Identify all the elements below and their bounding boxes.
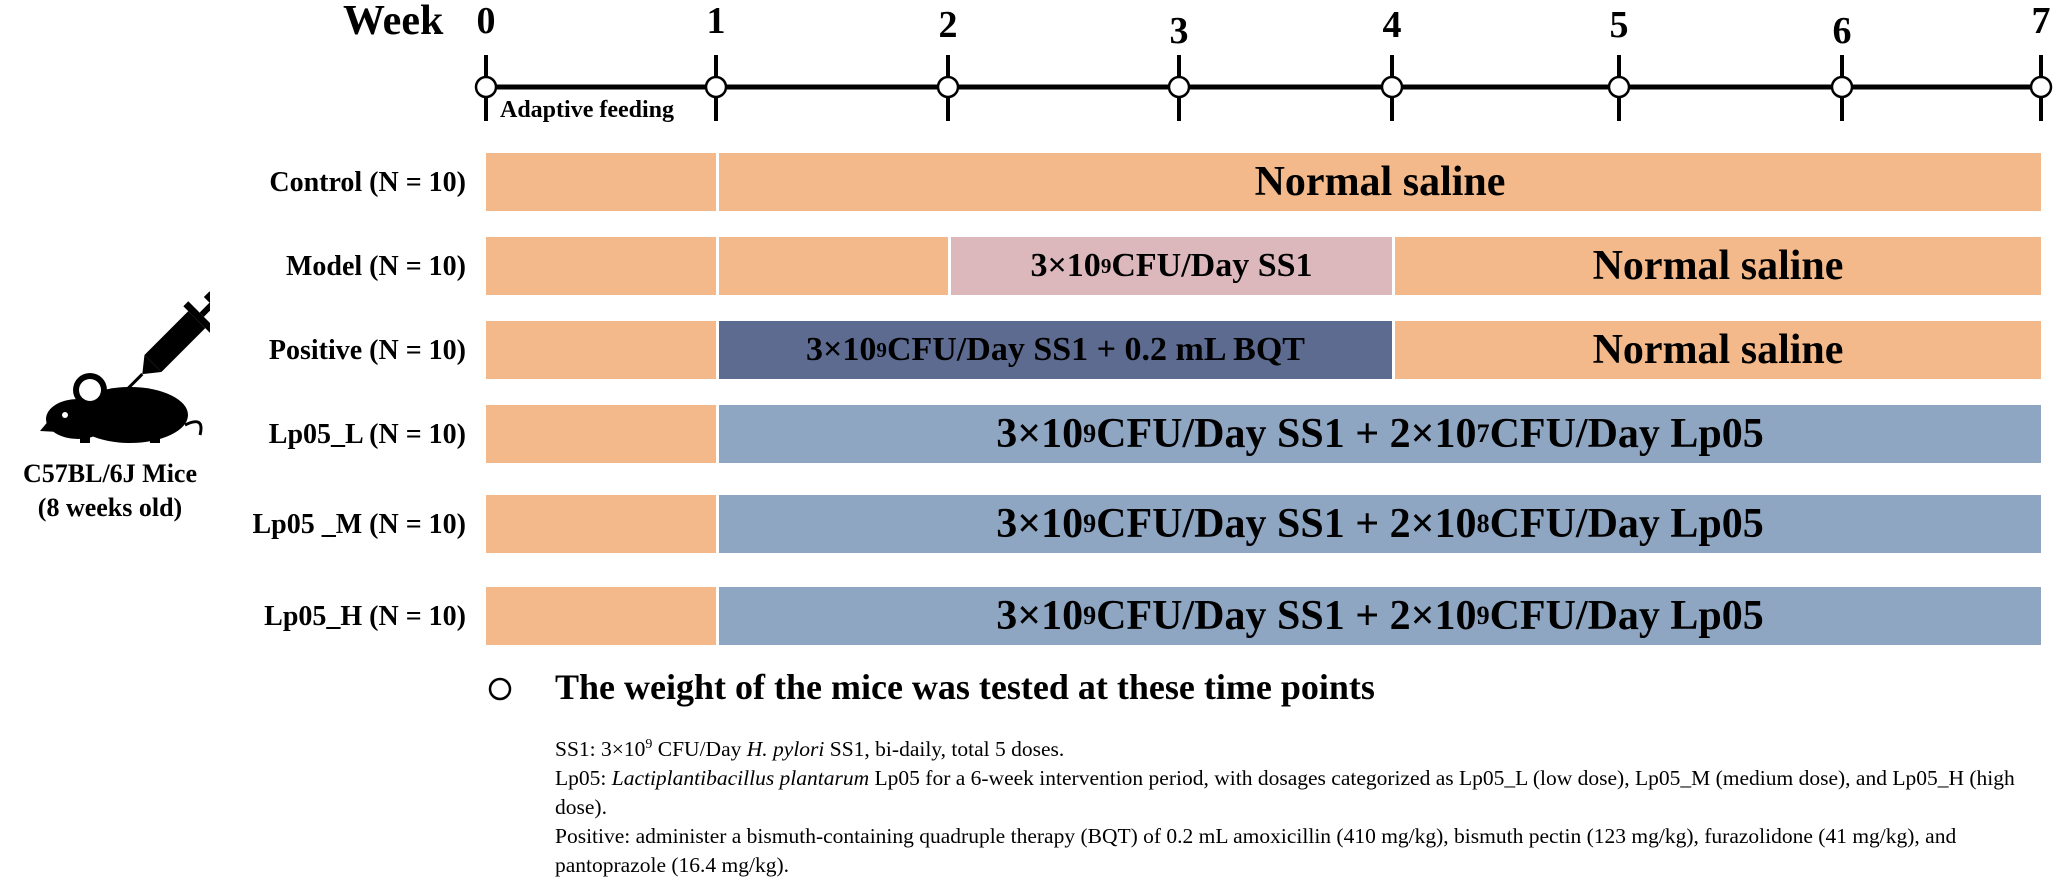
tick-label-week-1: 1 (706, 0, 726, 42)
weigh-point-marker-7 (2029, 75, 2053, 99)
treatment-text: 3×10 (996, 593, 1084, 639)
treatment-text: 3×10 (806, 331, 877, 368)
mouse-age: (8 weeks old) (37, 493, 183, 522)
mouse-caption: C57BL/6J Mice (8 weeks old) (0, 457, 220, 525)
treatment-bar-adaptive (486, 405, 716, 463)
treatment-bar-saline: Normal saline (1395, 321, 2041, 379)
treatment-text: Normal saline (1592, 327, 1844, 373)
treatment-text: 3×10 (996, 501, 1084, 547)
weigh-point-marker-3 (1167, 75, 1191, 99)
group-label: Positive (N = 10) (268, 335, 466, 366)
treatment-text: CFU/Day SS1 + 2×10 (1096, 411, 1477, 457)
note-lp05: Lp05: Lactiplantibacillus plantarum Lp05… (555, 766, 2015, 820)
group-label: Lp05_L (N = 10) (268, 419, 466, 450)
treatment-bar-adaptive (486, 587, 716, 645)
treatment-bar-saline: Normal saline (719, 153, 2041, 211)
timeline-axis (474, 55, 2053, 121)
treatment-text: 3×10 (996, 411, 1084, 457)
weigh-point-marker-4 (1380, 75, 1404, 99)
treatment-bar-ss1_lp05: 3×10 9 CFU/Day SS1 + 2×10 9 CFU/Day Lp05 (719, 587, 2041, 645)
tick-label-week-3: 3 (1169, 10, 1189, 52)
footnotes: SS1: 3×109 CFU/Day H. pylori SS1, bi-dai… (555, 730, 2035, 880)
group-label: Model (N = 10) (285, 251, 466, 282)
tick-label-week-2: 2 (938, 4, 958, 46)
treatment-bar-saline: Normal saline (1395, 237, 2041, 295)
treatment-bar-ss1_bqt: 3×10 9 CFU/Day SS1 + 0.2 mL BQT (719, 321, 1392, 379)
treatment-text: CFU/Day Lp05 (1489, 501, 1764, 547)
group-label: Lp05 _M (N = 10) (252, 509, 467, 540)
weigh-point-marker-6 (1830, 75, 1854, 99)
treatment-text: CFU/Day SS1 + 2×10 (1096, 501, 1477, 547)
tick-label-week-4: 4 (1382, 4, 1402, 46)
tick-label-week-0: 0 (476, 0, 496, 42)
weigh-point-marker-5 (1607, 75, 1631, 99)
timeline-unit-label: Week (343, 0, 444, 44)
treatment-bar-saline (719, 237, 948, 295)
treatment-text: 3×10 (1030, 247, 1101, 284)
mouse-strain: C57BL/6J Mice (22, 459, 198, 488)
note-ss1: SS1: 3×109 CFU/Day H. pylori SS1, bi-dai… (555, 737, 1065, 762)
treatment-bar-adaptive (486, 153, 716, 211)
treatment-bar-adaptive (486, 321, 716, 379)
treatment-text: CFU/Day Lp05 (1489, 411, 1764, 457)
treatment-bar-adaptive (486, 495, 716, 553)
tick-label-week-7: 7 (2031, 0, 2051, 42)
note-positive: Positive: administer a bismuth-containin… (555, 824, 1957, 878)
treatment-text: CFU/Day SS1 + 0.2 mL BQT (886, 331, 1305, 368)
adaptive-feeding-label: Adaptive feeding (500, 97, 674, 123)
weigh-point-marker-0 (474, 75, 498, 99)
treatment-bar-ss1: 3×10 9 CFU/Day SS1 (951, 237, 1392, 295)
treatment-text: Normal saline (1254, 159, 1506, 205)
treatment-text: CFU/Day SS1 + 2×10 (1096, 593, 1477, 639)
treatment-text: CFU/Day Lp05 (1489, 593, 1764, 639)
open-circle-icon (488, 677, 512, 701)
tick-label-week-6: 6 (1832, 10, 1852, 52)
weigh-point-marker-1 (704, 75, 728, 99)
group-label: Control (N = 10) (269, 167, 466, 198)
tick-label-week-5: 5 (1609, 4, 1629, 46)
treatment-text: Normal saline (1592, 243, 1844, 289)
legend-text: The weight of the mice was tested at the… (555, 667, 1375, 707)
group-label: Lp05_H (N = 10) (264, 601, 466, 632)
treatment-bar-ss1_lp05: 3×10 9 CFU/Day SS1 + 2×10 7 CFU/Day Lp05 (719, 405, 2041, 463)
treatment-bar-ss1_lp05: 3×10 9 CFU/Day SS1 + 2×10 8 CFU/Day Lp05 (719, 495, 2041, 553)
mouse-syringe-icon (40, 291, 210, 443)
weigh-point-marker-2 (936, 75, 960, 99)
treatment-text: CFU/Day SS1 (1111, 247, 1313, 284)
treatment-bar-adaptive (486, 237, 716, 295)
